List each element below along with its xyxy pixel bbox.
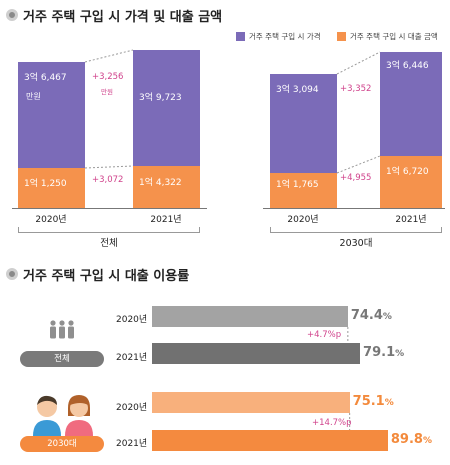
legend-price: 거주 주택 구입 시 가격 xyxy=(236,31,321,42)
section2-title: 거주 주택 구입 시 대출 이용률 xyxy=(23,269,190,284)
rate-2030-2020-bar xyxy=(152,392,350,413)
rate-total-2021-year: 2021년 xyxy=(116,353,148,363)
bar-total-2021-loan: 1억 4,322 xyxy=(133,166,200,208)
chart-2030-bracket xyxy=(270,227,442,233)
section1-title: 거주 주택 구입 시 가격 및 대출 금액 xyxy=(23,10,223,25)
legend-loan-swatch xyxy=(337,32,346,41)
diff-total-price-unit: 만원 xyxy=(101,88,113,96)
diff-2030-price: +3,352 xyxy=(340,84,372,94)
legend-loan-label: 거주 주택 구입 시 대출 금액 xyxy=(350,32,438,41)
chart-total-x-2021: 2021년 xyxy=(150,215,182,225)
bar-total-2020-loan: 1억 1,250 xyxy=(18,168,85,208)
legend-loan: 거주 주택 구입 시 대출 금액 xyxy=(337,31,438,42)
rate-total-2021-value: 79.1% xyxy=(363,345,405,360)
bar-2030-2021-price: 3억 6,446 xyxy=(380,52,442,156)
chart-2030-x-2020: 2020년 xyxy=(287,215,319,225)
bar-total-2020-price-label: 3억 6,467 xyxy=(24,73,67,83)
chart-total-bracket xyxy=(18,227,200,233)
young-couple-icon xyxy=(33,395,93,436)
chart-2030-x-2021: 2021년 xyxy=(395,215,427,225)
bar-total-2020-price: 3억 6,467 만원 xyxy=(18,62,85,168)
chart-2030-title: 2030대 xyxy=(339,238,373,249)
bar-total-2021-price-label: 3억 9,723 xyxy=(139,93,182,103)
diff-2030-loan: +4,955 xyxy=(340,173,372,183)
bar-2030-2020-price: 3억 3,094 xyxy=(270,74,337,173)
bar-total-2021-price: 3억 9,723 xyxy=(133,50,200,166)
rate-2030-2020-year: 2020년 xyxy=(116,403,148,413)
rate-total-diff: +4.7%p xyxy=(307,330,342,340)
diff-total-price: +3,256 xyxy=(92,72,124,82)
group-label-total: 전체 xyxy=(20,351,104,367)
legend-price-swatch xyxy=(236,32,245,41)
bar-2030-2021-price-label: 3억 6,446 xyxy=(386,61,429,71)
bar-total-2021-loan-label: 1억 4,322 xyxy=(139,178,182,188)
rate-total-2020-value: 74.4% xyxy=(350,308,392,323)
section1-bullet-icon xyxy=(6,9,18,21)
rate-total-2020-year: 2020년 xyxy=(116,315,148,325)
bar-2030-2021-loan: 1억 6,720 xyxy=(380,156,442,208)
rate-total-2021-bar xyxy=(152,343,361,364)
section2-bullet-icon xyxy=(6,268,18,280)
group-label-2030: 2030대 xyxy=(20,436,104,452)
bar-2030-2020-loan-label: 1억 1,765 xyxy=(276,180,319,190)
people-group-icon xyxy=(50,320,74,339)
bar-2030-2020-loan: 1억 1,765 xyxy=(270,173,337,208)
chart-total-x-2020: 2020년 xyxy=(35,215,67,225)
rate-2030-2021-value: 89.8% xyxy=(390,432,432,447)
rate-2030-2021-bar xyxy=(152,430,388,451)
legend-price-label: 거주 주택 구입 시 가격 xyxy=(249,32,321,41)
chart-total-axis xyxy=(12,208,207,209)
rate-2030-diff: +14.7%p xyxy=(312,418,352,428)
bar-total-2020-loan-label: 1억 1,250 xyxy=(24,179,67,189)
rate-2030-2021-year: 2021년 xyxy=(116,439,148,449)
chart-2030-axis xyxy=(263,208,445,209)
bar-2030-2020-price-label: 3억 3,094 xyxy=(276,85,319,95)
rate-2030-2020-value: 75.1% xyxy=(352,394,394,409)
bar-total-2020-price-unit: 만원 xyxy=(26,92,41,101)
rate-total-2020-bar xyxy=(152,306,348,327)
bar-2030-2021-loan-label: 1억 6,720 xyxy=(386,167,429,177)
diff-total-loan: +3,072 xyxy=(92,175,124,185)
chart-total-title: 전체 xyxy=(100,238,118,249)
